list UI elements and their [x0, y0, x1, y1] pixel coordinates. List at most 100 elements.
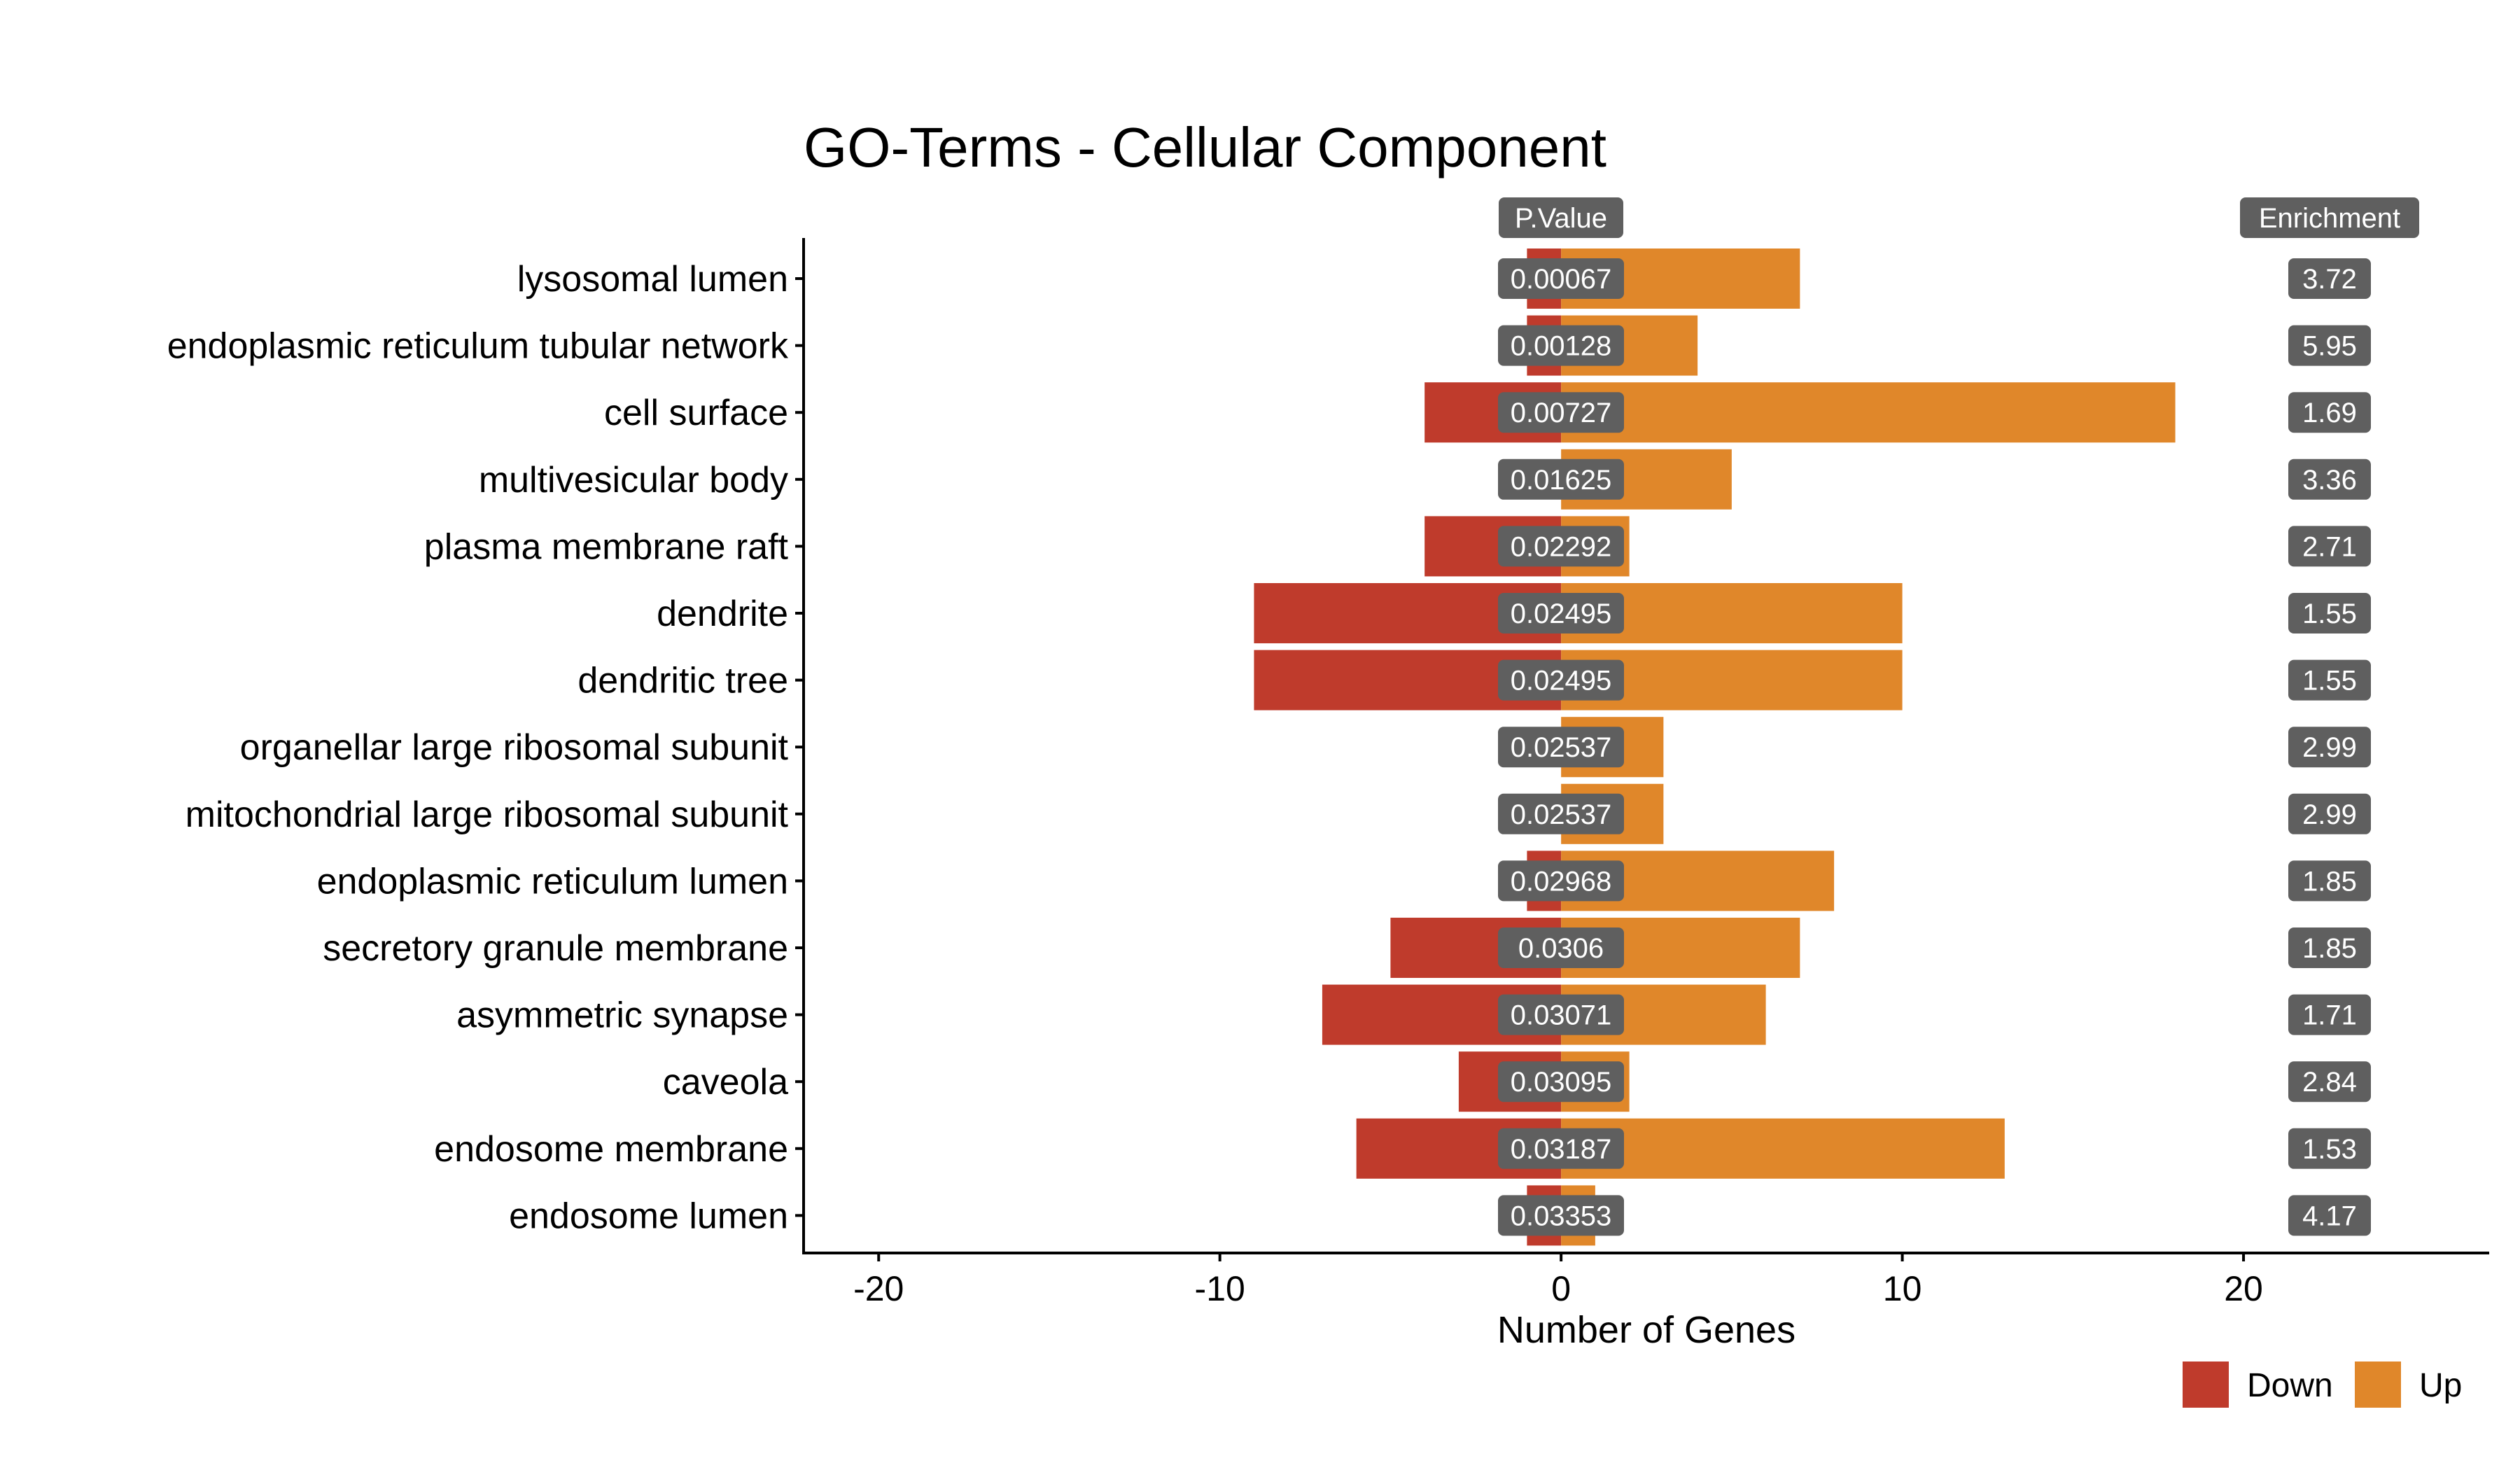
- bar-up-endosome-membrane: [1561, 1118, 2005, 1179]
- enrichment-label-endoplasmic-reticulum-tubular-network-text: 5.95: [2302, 331, 2357, 362]
- y-tick-label-endoplasmic-reticulum-lumen: endoplasmic reticulum lumen: [317, 861, 788, 902]
- enrichment-label-lysosomal-lumen-text: 3.72: [2302, 264, 2357, 295]
- y-tick-label-asymmetric-synapse: asymmetric synapse: [456, 995, 788, 1036]
- enrichment-label-cell-surface-text: 1.69: [2302, 398, 2357, 428]
- y-tick-label-multivesicular-body: multivesicular body: [479, 460, 788, 500]
- pvalue-label-secretory-granule-membrane-text: 0.0306: [1518, 933, 1604, 964]
- enrichment-label-asymmetric-synapse: 1.71: [2288, 994, 2371, 1035]
- enrichment-label-mitochondrial-large-ribosomal-subunit-text: 2.99: [2302, 799, 2357, 830]
- x-tick-label-3: 10: [1883, 1269, 1922, 1308]
- x-tick-label-1: -10: [1195, 1269, 1245, 1308]
- enrichment-label-plasma-membrane-raft: 2.71: [2288, 526, 2371, 567]
- enrichment-label-multivesicular-body-box: [2288, 458, 2371, 500]
- pvalue-label-mitochondrial-large-ribosomal-subunit: 0.02537: [1498, 793, 1624, 834]
- pvalue-label-lysosomal-lumen: 0.00067: [1498, 258, 1624, 299]
- pvalue-label-endosome-membrane-text: 0.03187: [1511, 1134, 1612, 1165]
- enrichment-label-dendritic-tree-text: 1.55: [2302, 666, 2357, 696]
- enrichment-label-dendrite: 1.55: [2288, 593, 2371, 634]
- y-tick-label-mitochondrial-large-ribosomal-subunit: mitochondrial large ribosomal subunit: [186, 794, 789, 835]
- enrichment-label-endoplasmic-reticulum-lumen-box: [2288, 860, 2371, 902]
- pvalue-label-secretory-granule-membrane: 0.0306: [1498, 927, 1624, 968]
- pvalue-label-endosome-membrane-box: [1498, 1128, 1624, 1169]
- enrichment-header-text: Enrichment: [2259, 203, 2400, 234]
- y-tick-label-cell-surface: cell surface: [604, 393, 788, 433]
- enrichment-label-mitochondrial-large-ribosomal-subunit: 2.99: [2288, 793, 2371, 834]
- pvalue-label-asymmetric-synapse: 0.03071: [1498, 994, 1624, 1035]
- legend: Down Up: [2183, 1362, 2462, 1408]
- legend-label-up: Up: [2419, 1367, 2462, 1404]
- enrichment-label-asymmetric-synapse-box: [2288, 994, 2371, 1035]
- y-tick-label-endosome-lumen: endosome lumen: [509, 1196, 788, 1236]
- enrichment-label-lysosomal-lumen-box: [2288, 258, 2371, 299]
- enrichment-header-box: [2240, 197, 2419, 238]
- pvalue-label-multivesicular-body-text: 0.01625: [1511, 465, 1612, 496]
- y-tick-label-secretory-granule-membrane: secretory granule membrane: [323, 928, 788, 969]
- enrichment-label-dendrite-text: 1.55: [2302, 598, 2357, 629]
- enrichment-layer: Enrichment 3.72 5.95 1.69 3.36 2.71 1.55 1.55 2.…: [2240, 197, 2419, 1236]
- enrichment-label-endoplasmic-reticulum-tubular-network: 5.95: [2288, 325, 2371, 366]
- enrichment-label-secretory-granule-membrane: 1.85: [2288, 927, 2371, 968]
- enrichment-label-caveola-text: 2.84: [2302, 1067, 2357, 1098]
- pvalue-label-secretory-granule-membrane-box: [1498, 927, 1624, 968]
- pvalue-label-organellar-large-ribosomal-subunit-box: [1498, 727, 1624, 768]
- enrichment-label-secretory-granule-membrane-text: 1.85: [2302, 933, 2357, 964]
- pvalue-layer: P.Value 0.00067 0.00128 0.00727 0.01625 0.022…: [1498, 197, 1624, 1236]
- pvalue-label-endoplasmic-reticulum-tubular-network: 0.00128: [1498, 325, 1624, 366]
- pvalue-label-multivesicular-body: 0.01625: [1498, 458, 1624, 500]
- enrichment-label-organellar-large-ribosomal-subunit-box: [2288, 727, 2371, 768]
- enrichment-label-endoplasmic-reticulum-lumen-text: 1.85: [2302, 866, 2357, 897]
- pvalue-label-caveola: 0.03095: [1498, 1061, 1624, 1102]
- y-tick-label-dendritic-tree: dendritic tree: [578, 661, 788, 701]
- pvalue-label-dendrite-box: [1498, 593, 1624, 634]
- pvalue-label-organellar-large-ribosomal-subunit: 0.02537: [1498, 727, 1624, 768]
- y-tick-label-endoplasmic-reticulum-tubular-network: endoplasmic reticulum tubular network: [167, 326, 789, 367]
- legend-label-down: Down: [2247, 1367, 2333, 1404]
- enrichment-label-dendritic-tree: 1.55: [2288, 659, 2371, 701]
- pvalue-label-asymmetric-synapse-box: [1498, 994, 1624, 1035]
- enrichment-label-endosome-lumen: 4.17: [2288, 1195, 2371, 1236]
- enrichment-label-organellar-large-ribosomal-subunit: 2.99: [2288, 727, 2371, 768]
- pvalue-header-box: [1499, 197, 1623, 238]
- y-tick-label-caveola: caveola: [663, 1062, 788, 1102]
- pvalue-label-cell-surface-box: [1498, 392, 1624, 433]
- enrichment-label-endosome-membrane: 1.53: [2288, 1128, 2371, 1169]
- pvalue-label-endoplasmic-reticulum-tubular-network-box: [1498, 325, 1624, 366]
- pvalue-label-endoplasmic-reticulum-tubular-network-text: 0.00128: [1511, 331, 1612, 362]
- pvalue-label-asymmetric-synapse-text: 0.03071: [1511, 1000, 1612, 1031]
- x-axis-title: Number of Genes: [1497, 1309, 1795, 1351]
- pvalue-label-endosome-lumen-text: 0.03353: [1511, 1200, 1612, 1231]
- pvalue-header-text: P.Value: [1515, 203, 1607, 234]
- pvalue-label-dendrite-text: 0.02495: [1511, 598, 1612, 629]
- pvalue-label-mitochondrial-large-ribosomal-subunit-text: 0.02537: [1511, 799, 1612, 830]
- chart-title: GO-Terms - Cellular Component: [804, 116, 1606, 178]
- pvalue-label-lysosomal-lumen-text: 0.00067: [1511, 264, 1612, 295]
- x-tick-label-0: -20: [853, 1269, 904, 1308]
- enrichment-label-endoplasmic-reticulum-tubular-network-box: [2288, 325, 2371, 366]
- pvalue-label-plasma-membrane-raft-box: [1498, 526, 1624, 567]
- y-tick-label-organellar-large-ribosomal-subunit: organellar large ribosomal subunit: [240, 727, 789, 768]
- enrichment-label-endosome-lumen-text: 4.17: [2302, 1200, 2357, 1231]
- y-tick-label-lysosomal-lumen: lysosomal lumen: [517, 259, 788, 300]
- pvalue-label-endoplasmic-reticulum-lumen-box: [1498, 860, 1624, 902]
- pvalue-header: P.Value: [1499, 197, 1623, 238]
- y-tick-label-plasma-membrane-raft: plasma membrane raft: [424, 526, 789, 567]
- enrichment-label-cell-surface-box: [2288, 392, 2371, 433]
- legend-item-down: Down: [2183, 1362, 2333, 1408]
- pvalue-label-dendritic-tree: 0.02495: [1498, 659, 1624, 701]
- pvalue-label-lysosomal-lumen-box: [1498, 258, 1624, 299]
- pvalue-label-plasma-membrane-raft-text: 0.02292: [1511, 531, 1612, 562]
- pvalue-label-endosome-membrane: 0.03187: [1498, 1128, 1624, 1169]
- pvalue-label-endoplasmic-reticulum-lumen: 0.02968: [1498, 860, 1624, 902]
- pvalue-label-endoplasmic-reticulum-lumen-text: 0.02968: [1511, 866, 1612, 897]
- pvalue-label-endosome-lumen: 0.03353: [1498, 1195, 1624, 1236]
- y-tick-label-dendrite: dendrite: [657, 594, 788, 634]
- pvalue-label-caveola-text: 0.03095: [1511, 1067, 1612, 1098]
- legend-swatch-down: [2183, 1362, 2229, 1408]
- enrichment-label-endoplasmic-reticulum-lumen: 1.85: [2288, 860, 2371, 902]
- enrichment-label-mitochondrial-large-ribosomal-subunit-box: [2288, 793, 2371, 834]
- enrichment-label-multivesicular-body: 3.36: [2288, 458, 2371, 500]
- pvalue-label-multivesicular-body-box: [1498, 458, 1624, 500]
- axes-layer: lysosomal lumen endoplasmic reticulum tub…: [167, 238, 2489, 1351]
- enrichment-label-multivesicular-body-text: 3.36: [2302, 465, 2357, 496]
